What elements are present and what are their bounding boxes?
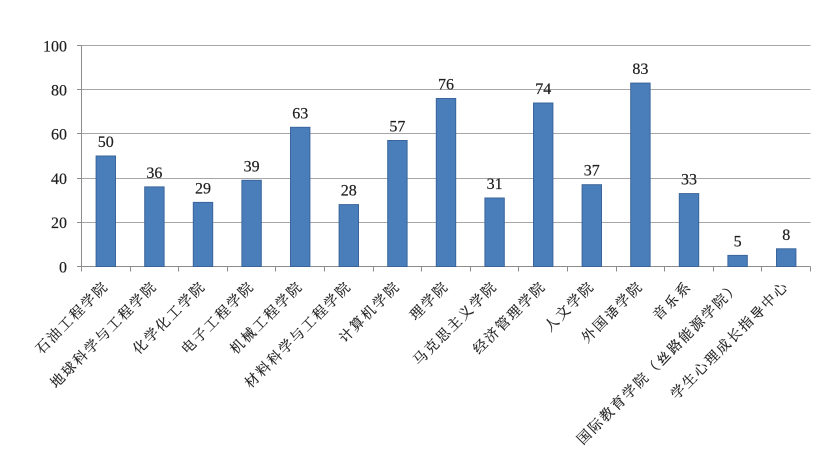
svg-text:31: 31 <box>487 176 503 193</box>
svg-text:60: 60 <box>51 127 67 144</box>
svg-text:5: 5 <box>734 233 742 250</box>
svg-text:76: 76 <box>438 77 454 94</box>
svg-text:80: 80 <box>51 83 67 100</box>
svg-text:8: 8 <box>782 227 790 244</box>
svg-text:57: 57 <box>389 119 405 136</box>
svg-text:28: 28 <box>341 183 357 200</box>
svg-text:63: 63 <box>292 105 308 122</box>
svg-text:0: 0 <box>59 259 67 276</box>
svg-text:29: 29 <box>195 180 211 197</box>
svg-text:36: 36 <box>146 165 162 182</box>
svg-text:100: 100 <box>43 38 67 55</box>
svg-text:50: 50 <box>98 134 114 151</box>
svg-text:39: 39 <box>244 158 260 175</box>
svg-text:74: 74 <box>535 81 551 98</box>
svg-text:40: 40 <box>51 171 67 188</box>
svg-text:37: 37 <box>584 163 600 180</box>
svg-text:20: 20 <box>51 215 67 232</box>
svg-text:83: 83 <box>632 61 648 78</box>
svg-text:33: 33 <box>681 172 697 189</box>
